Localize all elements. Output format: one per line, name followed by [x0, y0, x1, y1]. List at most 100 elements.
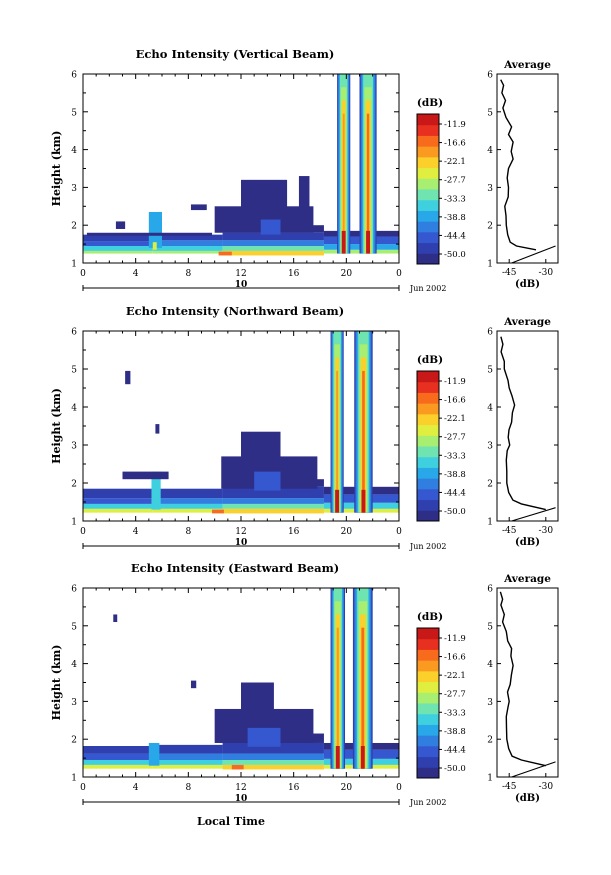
colorbar-segment: [417, 167, 439, 179]
rain-column-core: [361, 489, 366, 513]
heatmap-panel-0: [83, 74, 399, 256]
date-day-label: 10: [235, 794, 248, 804]
colorbar-segment: [417, 724, 439, 736]
date-day-label: 10: [235, 538, 248, 548]
echo-layer-cell: [222, 498, 324, 504]
colorbar-segment: [417, 713, 439, 725]
average-x-tick-label: -45: [502, 526, 517, 536]
colorbar-tick-label: -33.3: [444, 194, 466, 204]
x-tick-label: 4: [133, 527, 139, 537]
x-tick-label: 0: [80, 269, 86, 279]
echo-layer-cell: [222, 250, 324, 256]
colorbar-tick-label: -50.0: [444, 507, 466, 517]
colorbar-segment: [417, 210, 439, 222]
colorbar-frame: [416, 627, 440, 779]
rain-column-strip: [342, 113, 345, 254]
echo-layer-cell: [83, 245, 153, 251]
average-frame: [496, 587, 559, 778]
average-profile-line: [500, 79, 537, 251]
chart-title: Echo Intensity (Vertical Beam): [136, 47, 335, 61]
y-tick-label: 5: [71, 622, 77, 632]
x-tick-label: 16: [288, 269, 300, 279]
echo-patch: [298, 176, 310, 214]
average-y-tick-label: 3: [487, 442, 493, 452]
x-tick-label: 20: [341, 527, 353, 537]
rain-column-core: [335, 746, 340, 769]
date-month-label: Jun 2002: [409, 284, 446, 293]
echo-patch: [260, 219, 281, 235]
y-tick-label: 1: [71, 260, 77, 270]
average-x-tick-label: -30: [539, 268, 554, 278]
colorbar-tick-label: -44.4: [444, 231, 466, 241]
average-y-tick-label: 1: [487, 260, 493, 270]
echo-patch: [218, 251, 232, 256]
echo-layer-cell: [222, 742, 324, 754]
y-tick-label: 2: [71, 480, 77, 490]
y-tick-label: 5: [71, 108, 77, 118]
colorbar-segment: [417, 767, 439, 779]
colorbar-segment: [417, 638, 439, 650]
average-y-tick-label: 2: [487, 480, 493, 490]
x-tick-label: 8: [185, 269, 191, 279]
echo-layer-cell: [83, 234, 153, 242]
y-tick-label: 2: [71, 222, 77, 232]
echo-patch: [231, 764, 244, 770]
echo-layer-cell: [83, 250, 153, 254]
x-tick-label: 0: [396, 269, 402, 279]
average-y-tick-label: 6: [487, 328, 493, 338]
colorbar-segment: [417, 178, 439, 190]
echo-layer-cell: [152, 498, 223, 504]
colorbar-tick-label: -22.1: [444, 671, 466, 681]
average-reference-line: [511, 245, 556, 264]
colorbar-segment: [417, 371, 439, 383]
echo-layer-cell: [222, 232, 324, 241]
average-x-label: (dB): [515, 279, 540, 290]
average-y-tick-label: 1: [487, 774, 493, 784]
colorbar-tick-label: -22.1: [444, 414, 466, 424]
rain-column-core: [335, 489, 340, 513]
rain-column-strip: [361, 627, 365, 769]
x-tick-label: 4: [133, 783, 139, 793]
average-y-tick-label: 3: [487, 698, 493, 708]
average-y-tick-label: 3: [487, 184, 493, 194]
colorbar-segment: [417, 745, 439, 758]
echo-layer-cell: [222, 508, 324, 514]
colorbar-segment: [417, 735, 439, 747]
colorbar-segment: [417, 628, 439, 640]
colorbar-tick-label: -38.8: [444, 470, 466, 480]
echo-layer-cell: [83, 488, 153, 499]
colorbar-segment: [417, 681, 439, 693]
echo-patch: [212, 509, 224, 514]
average-x-tick-label: -45: [502, 268, 517, 278]
average-x-tick-label: -30: [539, 526, 554, 536]
average-y-tick-label: 2: [487, 736, 493, 746]
colorbar-title: (dB): [417, 611, 443, 623]
colorbar-segment: [417, 156, 439, 169]
colorbar-tick-label: -16.6: [444, 139, 466, 149]
y-axis-label: Height (km): [50, 645, 63, 721]
colorbar-segment: [417, 392, 439, 404]
x-tick-label: 0: [396, 527, 402, 537]
rain-column-strip: [366, 113, 370, 254]
rain-column-core: [360, 746, 365, 769]
echo-layer-cell: [83, 508, 153, 513]
echo-patch: [190, 680, 197, 689]
colorbar-segment: [417, 403, 439, 415]
average-frame: [496, 73, 559, 264]
colorbar-segment: [417, 703, 439, 715]
average-y-tick-label: 4: [487, 404, 493, 414]
echo-layer-cell: [222, 240, 324, 246]
echo-layer-cell: [83, 746, 153, 754]
y-tick-label: 5: [71, 366, 77, 376]
echo-layer-cell: [152, 508, 223, 513]
echo-layer-cell: [83, 241, 153, 246]
x-tick-label: 0: [80, 527, 86, 537]
x-tick-label: 12: [235, 269, 246, 279]
colorbar-segment: [417, 456, 439, 468]
y-tick-label: 6: [71, 328, 77, 338]
average-x-tick-label: -30: [539, 782, 554, 792]
colorbar-tick-label: -16.6: [444, 396, 466, 406]
colorbar-tick-label: -50.0: [444, 764, 466, 774]
colorbar-tick-label: -50.0: [444, 250, 466, 260]
colorbar-tick-label: -38.8: [444, 213, 466, 223]
